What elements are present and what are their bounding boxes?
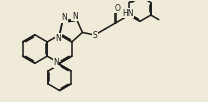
Text: O: O — [114, 4, 120, 13]
Text: S: S — [93, 31, 97, 40]
Text: N: N — [53, 58, 59, 67]
Text: N: N — [62, 13, 67, 22]
Text: N: N — [72, 12, 78, 21]
Text: N: N — [56, 34, 61, 43]
Text: HN: HN — [122, 9, 134, 18]
